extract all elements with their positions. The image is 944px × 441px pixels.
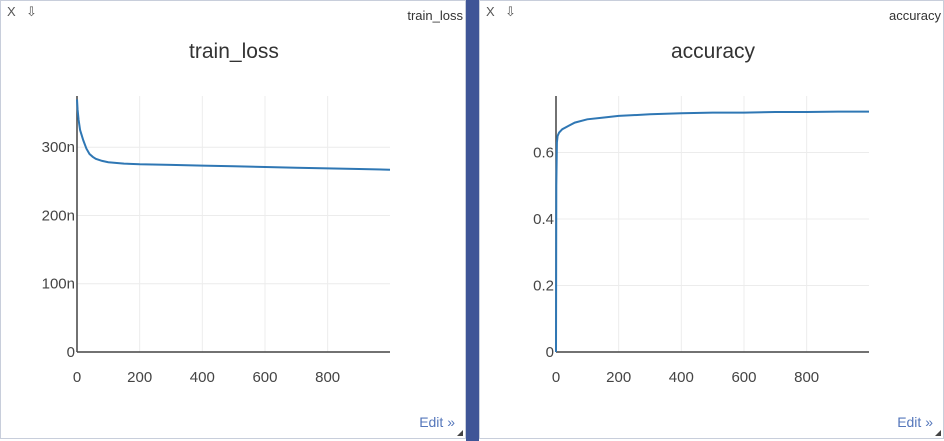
x-tick-label: 0 xyxy=(552,369,560,386)
train-loss-chart: train_loss 0 200 400 600 800 0 100n 200n 300n xyxy=(42,40,391,386)
y-tick-label: 0 xyxy=(546,344,554,361)
accuracy-pane: X ⇩ accuracy accuracy 0 200 400 600 800 0 0.2 0.… xyxy=(479,0,944,439)
pane-divider[interactable] xyxy=(466,0,479,441)
y-tick-label: 300n xyxy=(42,139,75,156)
accuracy-chart: accuracy 0 200 400 600 800 0 0.2 0.4 0.6 xyxy=(533,40,869,386)
download-icon[interactable]: ⇩ xyxy=(26,4,37,19)
download-icon[interactable]: ⇩ xyxy=(505,4,516,19)
train-loss-pane: X ⇩ train_loss train_loss 0 200 400 600 800 0 1… xyxy=(0,0,466,439)
x-tick-label: 400 xyxy=(669,369,694,386)
y-tick-label: 0.4 xyxy=(533,211,554,228)
x-tick-label: 0 xyxy=(73,369,81,386)
chart-title: train_loss xyxy=(189,40,279,63)
close-button[interactable]: X xyxy=(7,4,16,19)
pane-title: train_loss xyxy=(407,8,463,23)
x-tick-label: 200 xyxy=(127,369,152,386)
resize-handle[interactable] xyxy=(457,430,463,436)
y-tick-label: 0 xyxy=(67,344,75,361)
y-tick-label: 0.2 xyxy=(533,278,554,295)
x-tick-label: 800 xyxy=(315,369,340,386)
pane-title: accuracy xyxy=(888,8,941,23)
close-button[interactable]: X xyxy=(486,4,495,19)
x-tick-label: 600 xyxy=(252,369,277,386)
y-tick-label: 100n xyxy=(42,276,75,293)
edit-link[interactable]: Edit » xyxy=(419,414,455,430)
chart-title: accuracy xyxy=(671,40,756,63)
series-line xyxy=(555,110,869,353)
series-line xyxy=(76,99,391,171)
x-tick-label: 800 xyxy=(794,369,819,386)
x-tick-label: 400 xyxy=(190,369,215,386)
resize-handle[interactable] xyxy=(935,430,941,436)
x-tick-label: 200 xyxy=(606,369,631,386)
x-tick-label: 600 xyxy=(731,369,756,386)
edit-link[interactable]: Edit » xyxy=(897,414,933,430)
y-tick-label: 0.6 xyxy=(533,145,554,162)
y-tick-label: 200n xyxy=(42,207,75,224)
